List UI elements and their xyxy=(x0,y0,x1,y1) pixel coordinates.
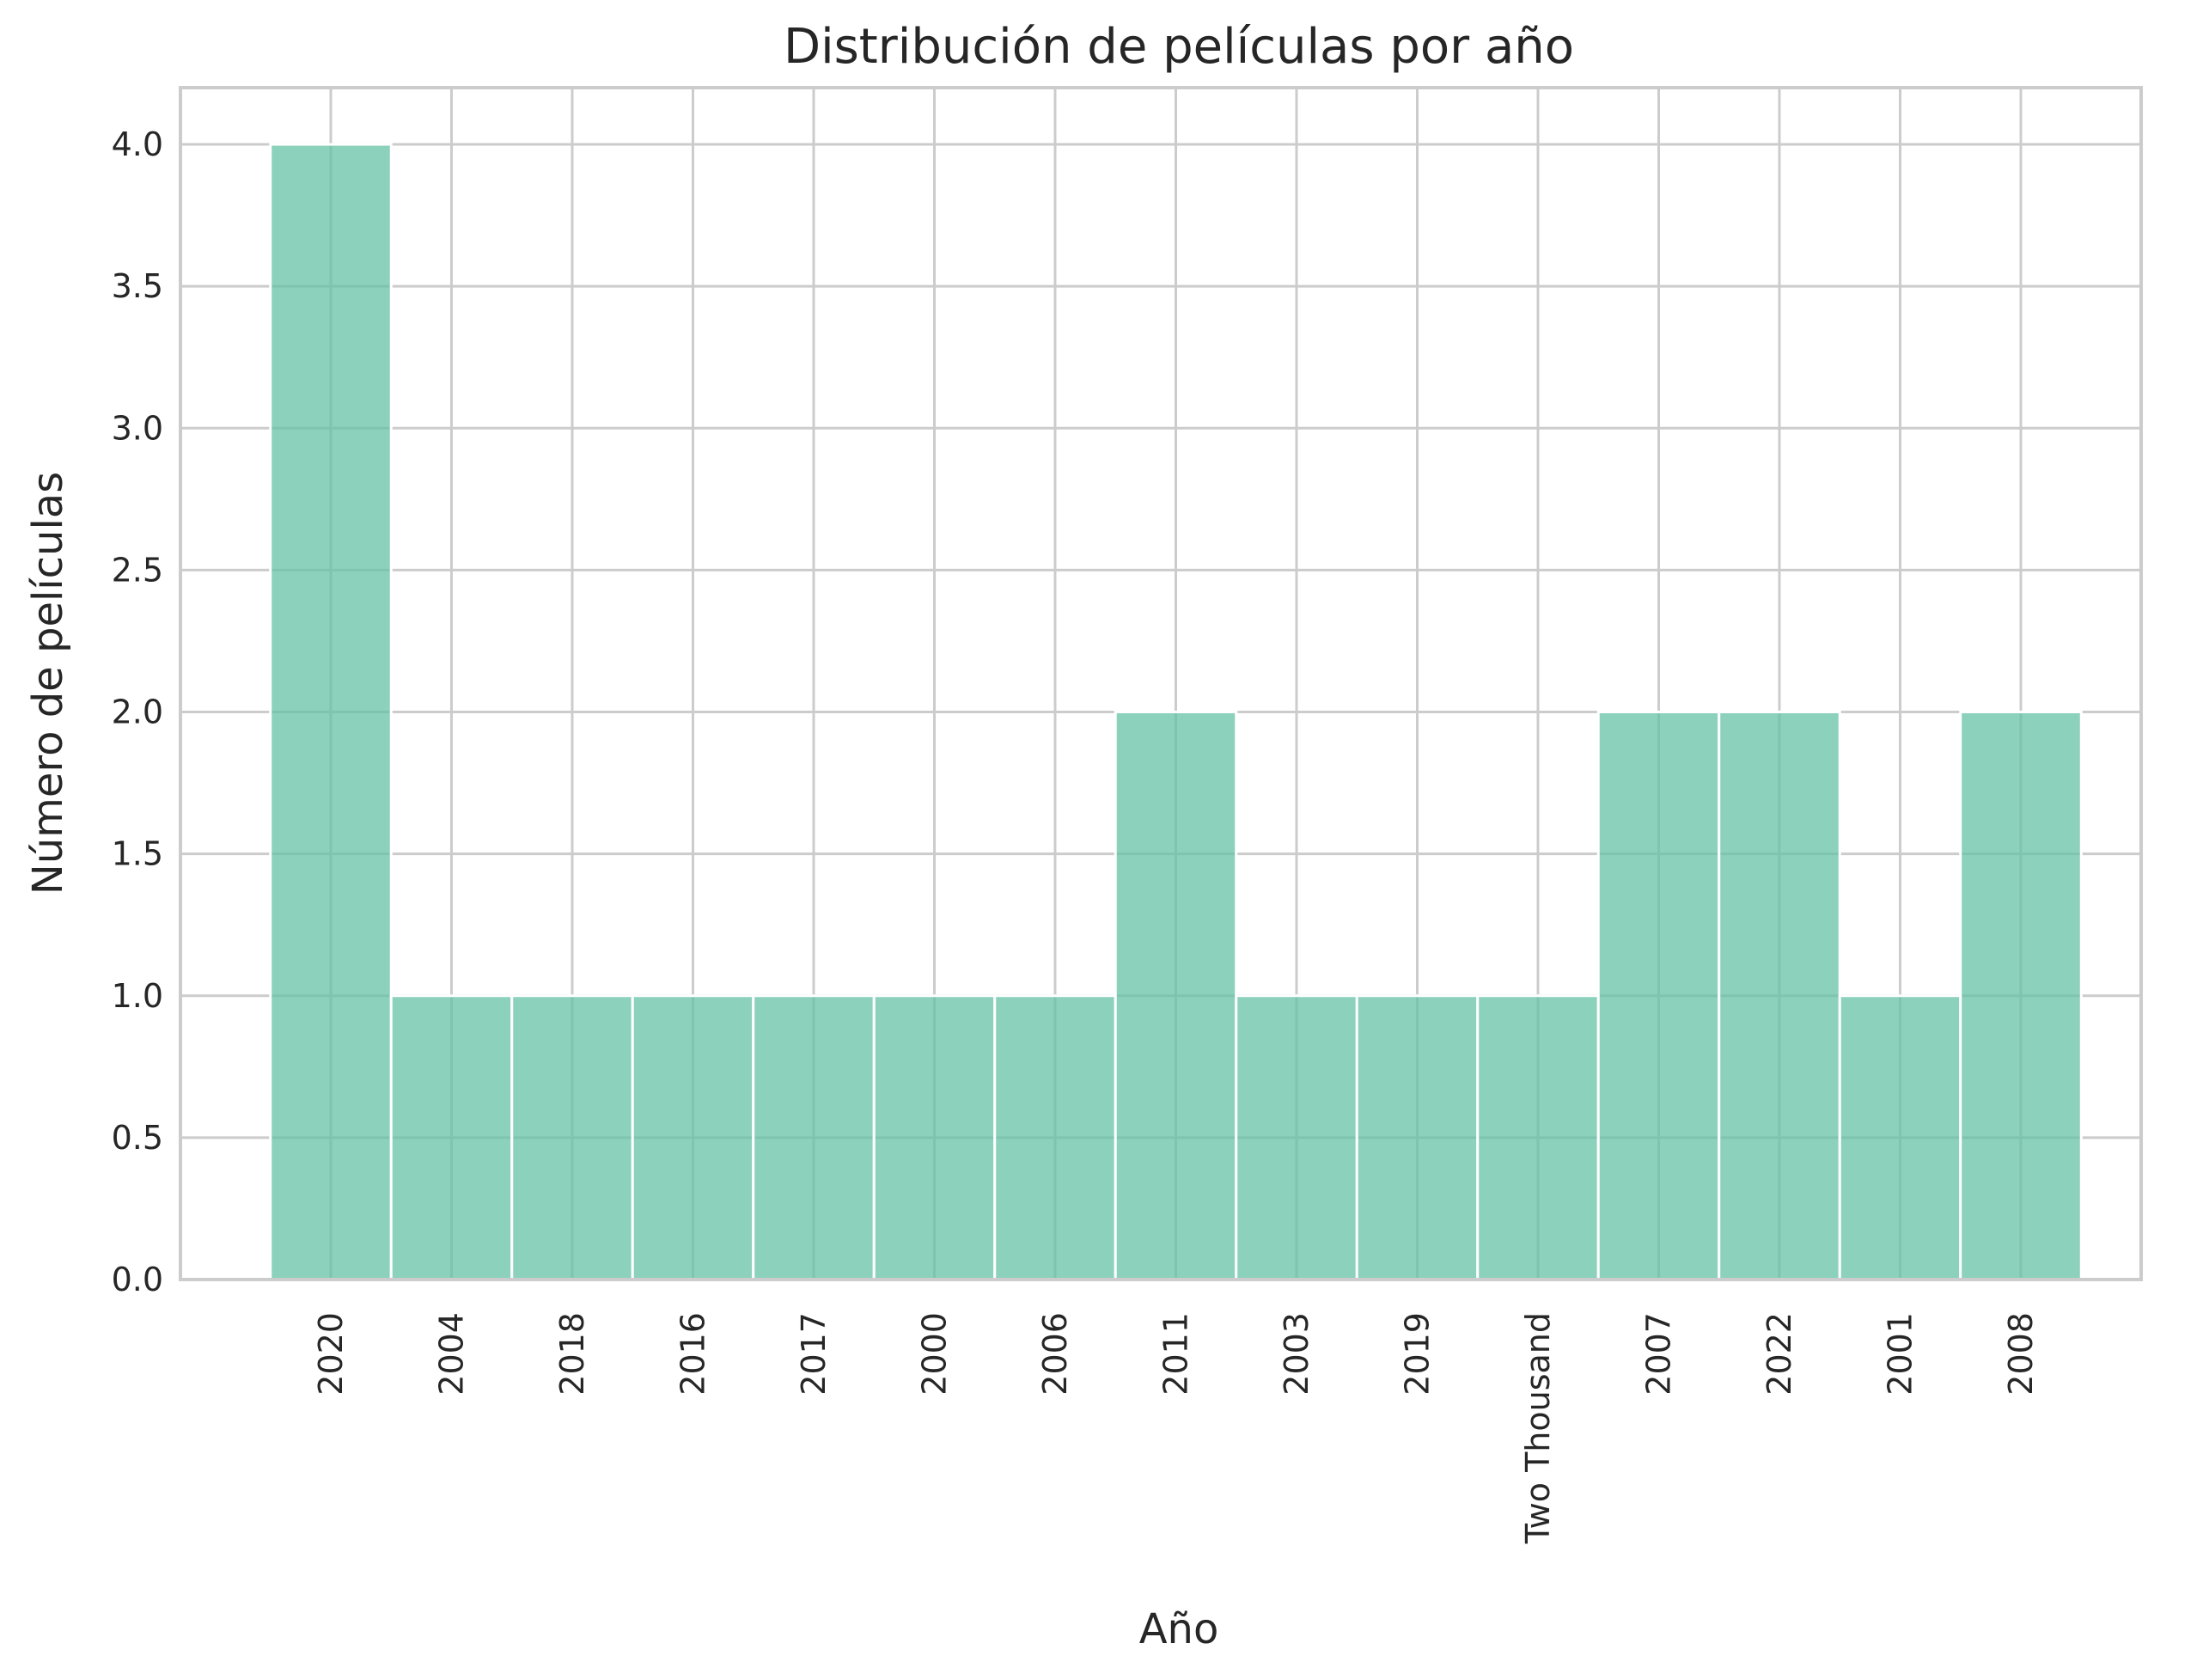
x-tick-labels: 2020 2004 2018 2016 2017 2000 2006 2011 2003 2019… xyxy=(312,1312,2040,1544)
x-tick-label: Two Thousand xyxy=(1519,1312,1557,1544)
y-axis-label: Número de películas xyxy=(24,472,72,895)
x-tick-label: 2006 xyxy=(1036,1312,1074,1396)
bar-2007 xyxy=(1596,711,1721,1281)
x-tick-label: 2004 xyxy=(433,1312,471,1396)
y-tick-label: 3.0 xyxy=(112,409,163,447)
y-tick-label: 1.0 xyxy=(112,977,163,1015)
x-tick-label: 2000 xyxy=(916,1312,954,1396)
bars xyxy=(269,143,2083,1281)
y-tick-label: 0.0 xyxy=(112,1261,163,1298)
bar-2022 xyxy=(1718,711,1841,1281)
x-tick-label: 2011 xyxy=(1157,1312,1195,1396)
x-tick-label: 2018 xyxy=(553,1312,591,1396)
x-tick-label: 2017 xyxy=(795,1312,833,1396)
bar-two-thousand xyxy=(1476,994,1600,1281)
bar-2019 xyxy=(1355,994,1480,1281)
x-axis-label: Año xyxy=(1139,1605,1219,1653)
bar-2016 xyxy=(631,994,755,1281)
bar-2008 xyxy=(1959,711,2083,1281)
y-tick-label: 3.5 xyxy=(112,267,163,305)
bar-2001 xyxy=(1838,994,1962,1281)
x-tick-label: 2019 xyxy=(1399,1312,1437,1396)
bar-2003 xyxy=(1235,994,1358,1281)
bar-2006 xyxy=(993,994,1117,1281)
x-tick-label: 2003 xyxy=(1278,1312,1315,1396)
bar-2004 xyxy=(389,994,514,1281)
y-tick-label: 1.5 xyxy=(112,835,163,873)
bar-2018 xyxy=(510,994,634,1281)
chart-title: Distribución de películas por año xyxy=(784,19,1574,75)
bar-2020 xyxy=(269,143,393,1281)
bar-2011 xyxy=(1114,711,1238,1281)
y-tick-label: 2.0 xyxy=(112,693,163,731)
bar-2000 xyxy=(872,994,997,1281)
y-tick-label: 2.5 xyxy=(112,551,163,589)
y-tick-labels: 0.0 0.5 1.0 1.5 2.0 2.5 3.0 3.5 4.0 xyxy=(112,125,163,1298)
x-tick-label: 2008 xyxy=(2002,1312,2040,1396)
x-tick-label: 2016 xyxy=(674,1312,712,1396)
y-tick-label: 0.5 xyxy=(112,1119,163,1157)
x-tick-label: 2022 xyxy=(1761,1312,1798,1396)
x-tick-label: 2001 xyxy=(1882,1312,1919,1396)
x-tick-label: 2007 xyxy=(1640,1312,1678,1396)
x-tick-label: 2020 xyxy=(312,1312,350,1396)
plot-frame xyxy=(179,86,2143,1281)
y-tick-label: 4.0 xyxy=(112,125,163,163)
bar-2017 xyxy=(752,994,876,1281)
